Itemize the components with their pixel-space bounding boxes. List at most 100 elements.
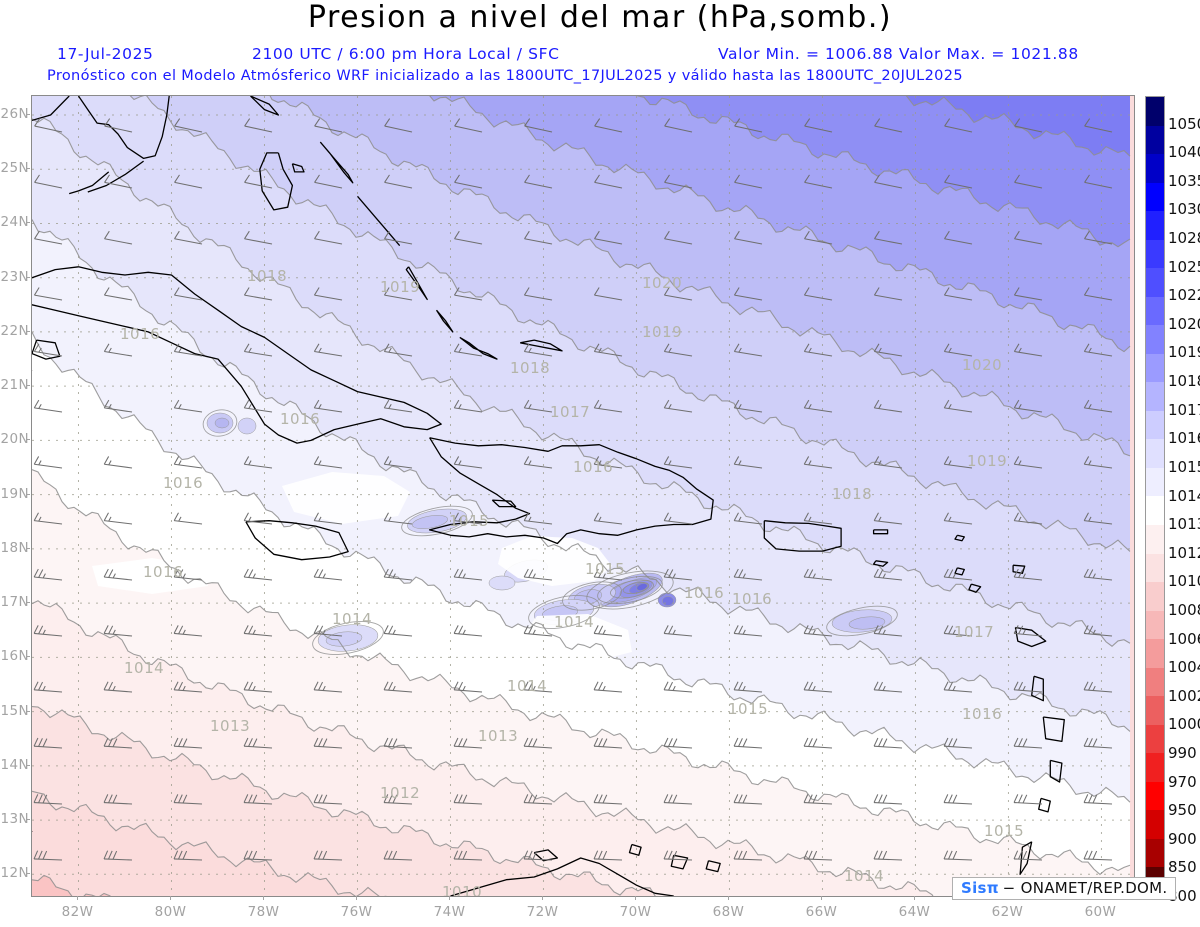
lat-tick-18N: 18N: [0, 539, 29, 556]
contour-label: 1018: [832, 485, 872, 503]
onamet-logo: Sis π − ONAMET/REP.DOM.: [952, 877, 1177, 900]
lat-tick-mark: [26, 168, 30, 170]
lon-tick-76W: 76W: [340, 904, 373, 920]
lon-tick-80W: 80W: [154, 904, 187, 920]
colorbar-band-1004: [1146, 639, 1164, 668]
colorbar-band-850: [1146, 838, 1164, 868]
lon-tick-72W: 72W: [526, 904, 559, 920]
contour-label: 1019: [380, 278, 420, 296]
colorbar-band-1016: [1146, 410, 1164, 440]
colorbar-band-1012: [1146, 524, 1164, 554]
colorbar-label-1017: 1017: [1168, 400, 1200, 419]
colorbar-band-1020: [1146, 296, 1164, 326]
colorbar-label-1015: 1015: [1168, 457, 1200, 476]
lat-tick-12N: 12N: [0, 865, 29, 882]
colorbar-band-1000: [1146, 696, 1164, 725]
contour-label: 1014: [844, 867, 884, 885]
contour-label: 1016: [143, 563, 183, 581]
contour-label: 1017: [954, 623, 994, 641]
colorbar-label-1006: 1006: [1168, 629, 1200, 648]
colorbar-band-970: [1146, 753, 1164, 782]
lon-tick-mark: [542, 896, 544, 900]
logo-sis-text: Sis: [961, 879, 987, 897]
header: Presion a nivel del mar (hPa,somb.) 17-J…: [0, 0, 1200, 92]
contour-label: 1014: [332, 610, 372, 628]
colorbar-label-850: 850: [1168, 858, 1197, 877]
colorbar-label-1008: 1008: [1168, 600, 1200, 619]
forecast-model-line: Pronóstico con el Modelo Atmósferico WRF…: [47, 68, 963, 84]
colorbar-label-990: 990: [1168, 743, 1197, 762]
colorbar-band-1008: [1146, 582, 1164, 611]
colorbar-band-1017: [1146, 382, 1164, 411]
lon-tick-mark: [263, 896, 265, 900]
colorbar-band-1015: [1146, 439, 1164, 468]
lat-tick-15N: 15N: [0, 702, 29, 719]
colorbar-band-1028: [1146, 211, 1164, 240]
lon-tick-mark: [635, 896, 637, 900]
contour-label: 1016: [163, 474, 203, 492]
lat-tick-mark: [26, 873, 30, 875]
lat-tick-mark: [26, 113, 30, 115]
colorbar-band-1019: [1146, 325, 1164, 354]
colorbar-label-1000: 1000: [1168, 715, 1200, 734]
lon-tick-mark: [821, 896, 823, 900]
colorbar-label-970: 970: [1168, 772, 1197, 791]
contour-label: 1016: [120, 325, 160, 343]
colorbar-band-1010: [1146, 553, 1164, 583]
contour-label: 1016: [573, 458, 613, 476]
lat-tick-17N: 17N: [0, 594, 29, 611]
lat-tick-mark: [26, 439, 30, 441]
colorbar-label-1040: 1040: [1168, 143, 1200, 162]
lat-tick-mark: [26, 656, 30, 658]
lon-tick-64W: 64W: [898, 904, 931, 920]
lat-tick-mark: [26, 330, 30, 332]
lat-tick-21N: 21N: [0, 377, 29, 394]
lat-tick-23N: 23N: [0, 268, 29, 285]
lat-tick-16N: 16N: [0, 648, 29, 665]
colorbar-gradient: [1145, 96, 1165, 897]
contour-label: 1010: [442, 883, 482, 896]
colorbar-label-1030: 1030: [1168, 200, 1200, 219]
colorbar-label-1002: 1002: [1168, 686, 1200, 705]
colorbar-band-950: [1146, 781, 1164, 811]
colorbar-band-1040: [1146, 125, 1164, 155]
colorbar-band-900: [1146, 810, 1164, 839]
contour-label: 1013: [478, 727, 518, 745]
lon-tick-mark: [449, 896, 451, 900]
forecast-time-info: 2100 UTC / 6:00 pm Hora Local / SFC: [252, 45, 560, 63]
lat-tick-mark: [26, 385, 30, 387]
colorbar-label-1020: 1020: [1168, 314, 1200, 333]
forecast-date: 17-Jul-2025: [57, 45, 154, 63]
contour-label: 1015: [728, 700, 768, 718]
lat-tick-mark: [26, 764, 30, 766]
logo-agency-text: − ONAMET/REP.DOM.: [1002, 879, 1168, 897]
colorbar-band-1025: [1146, 239, 1164, 269]
colorbar-band-1006: [1146, 610, 1164, 640]
colorbar-label-1013: 1013: [1168, 515, 1200, 534]
colorbar-label-900: 900: [1168, 829, 1197, 848]
lat-tick-mark: [26, 276, 30, 278]
lon-tick-62W: 62W: [991, 904, 1024, 920]
lat-tick-26N: 26N: [0, 105, 29, 122]
lat-tick-14N: 14N: [0, 756, 29, 773]
lat-tick-mark: [26, 547, 30, 549]
colorbar-band-1018: [1146, 353, 1164, 383]
contour-label: 1019: [642, 323, 682, 341]
contour-label: 1012: [380, 784, 420, 802]
lat-tick-22N: 22N: [0, 322, 29, 339]
colorbar-band-1013: [1146, 496, 1164, 525]
contour-label: 1014: [554, 613, 594, 631]
weather-map[interactable]: 1018 1019 1016 1020 1019 1018 1020 1016 1017 1016…: [31, 95, 1135, 897]
colorbar-label-1035: 1035: [1168, 171, 1200, 190]
lat-tick-mark: [26, 602, 30, 604]
colorbar-label-1050: 1050: [1168, 114, 1200, 133]
colorbar-band-1050: [1146, 97, 1164, 126]
colorbar-band-1022: [1146, 268, 1164, 297]
colorbar-band-1002: [1146, 667, 1164, 697]
colorbar-label-1012: 1012: [1168, 543, 1200, 562]
contour-label: 1014: [507, 677, 547, 695]
colorbar-label-1014: 1014: [1168, 486, 1200, 505]
colorbar-label-1016: 1016: [1168, 429, 1200, 448]
contour-label: 1016: [962, 705, 1002, 723]
page-title: Presion a nivel del mar (hPa,somb.): [307, 0, 893, 35]
